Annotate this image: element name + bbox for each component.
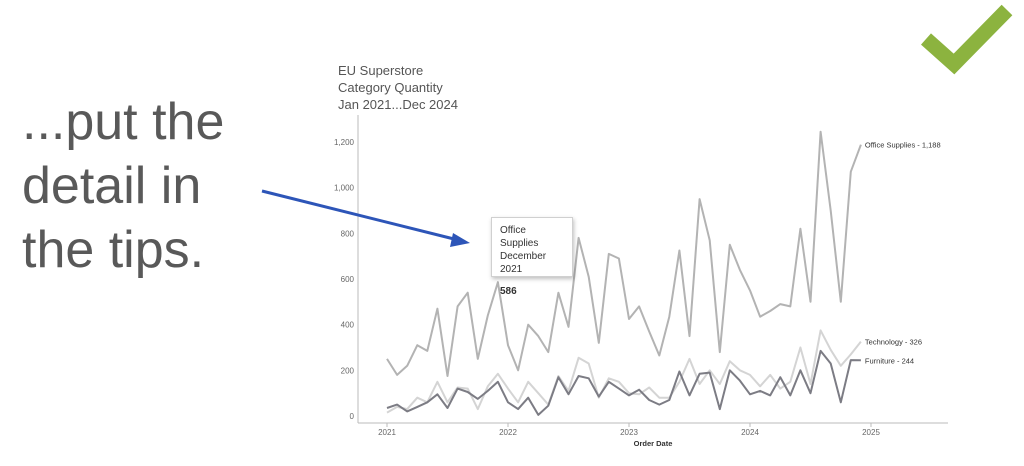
tooltip-value: 586 <box>500 286 517 297</box>
caption-line: ...put the <box>22 93 225 151</box>
y-tick-label: 800 <box>341 229 355 238</box>
x-tick-label: 2024 <box>741 428 759 437</box>
series-line-technology[interactable] <box>386 329 862 414</box>
y-tick-label: 400 <box>341 321 355 330</box>
tooltip-period: December 2021 <box>500 251 547 275</box>
y-tick-label: 0 <box>350 412 355 421</box>
axes <box>357 115 948 424</box>
tooltip-series: Office Supplies <box>500 225 539 249</box>
chart-title-line: Category Quantity <box>338 80 443 95</box>
caption-line: the tips. <box>22 221 205 279</box>
y-tick-label: 600 <box>341 275 355 284</box>
series-line-furniture[interactable] <box>386 349 861 416</box>
arrow-shaft <box>261 189 459 242</box>
series-end-label: Office Supplies - 1,188 <box>865 141 941 150</box>
x-tick-label: 2021 <box>378 428 396 437</box>
x-tick-label: 2022 <box>499 428 517 437</box>
checkmark-icon <box>921 4 1013 75</box>
x-tick-label: 2025 <box>862 428 880 437</box>
x-tick-label: 2023 <box>620 428 638 437</box>
arrow-head <box>450 233 470 247</box>
series-line-office-supplies[interactable] <box>386 130 862 377</box>
y-tick-label: 1,200 <box>334 138 355 147</box>
chart-title-line: EU Superstore <box>338 63 424 78</box>
y-tick-label: 200 <box>341 366 355 375</box>
checkmark-stroke <box>921 4 1013 75</box>
y-tick-label: 1,000 <box>334 184 355 193</box>
chart-title-line: Jan 2021...Dec 2024 <box>338 97 458 112</box>
arrow-icon <box>261 189 470 247</box>
series-end-label: Technology - 326 <box>865 338 922 347</box>
caption-line: detail in <box>22 157 202 215</box>
series-end-label: Furniture - 244 <box>865 356 914 365</box>
tooltip: Office Supplies December 2021 586 <box>491 217 573 297</box>
x-axis-title: Order Date <box>634 439 673 448</box>
chart-title: EU Superstore Category Quantity Jan 2021… <box>338 62 458 113</box>
slide-caption: ...put the detail in the tips. <box>22 90 262 282</box>
